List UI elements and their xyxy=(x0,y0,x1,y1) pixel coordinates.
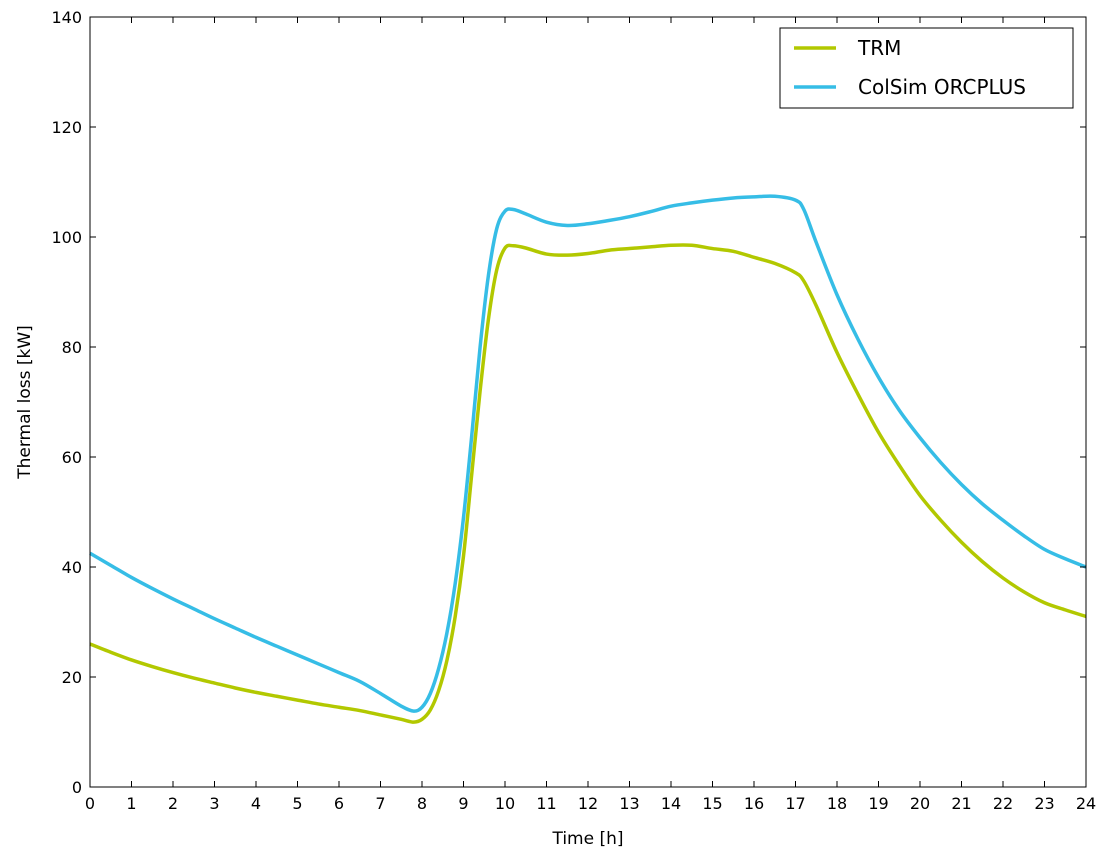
x-axis-label: Time [h] xyxy=(551,829,623,849)
legend-frame xyxy=(779,27,1074,109)
x-tick-label: 1 xyxy=(126,794,136,813)
x-tick-label: 16 xyxy=(744,794,764,813)
y-tick-label: 0 xyxy=(72,778,82,797)
x-tick-label: 22 xyxy=(993,794,1013,813)
x-tick-label: 19 xyxy=(868,794,888,813)
y-tick-label: 60 xyxy=(62,448,82,467)
x-tick-label: 3 xyxy=(209,794,219,813)
x-tick-label: 6 xyxy=(334,794,344,813)
y-axis-label: Thermal loss [kW] xyxy=(15,325,35,480)
tick-layer: 0 1 2 3 4 5 6 7 8 9 10 11 12 13 14 15 16 17 18 19 20 21 22 23 24… xyxy=(51,8,1096,813)
legend: TRM ColSim ORCPLUS xyxy=(779,27,1074,109)
x-tick-label: 4 xyxy=(251,794,261,813)
x-tick-label: 2 xyxy=(168,794,178,813)
x-tick-label: 24 xyxy=(1076,794,1096,813)
x-tick-label: 0 xyxy=(85,794,95,813)
legend-label-trm: TRM xyxy=(857,36,901,60)
y-tick-label: 20 xyxy=(62,668,82,687)
x-tick-label: 5 xyxy=(292,794,302,813)
x-tick-label: 15 xyxy=(702,794,722,813)
plot-background xyxy=(90,17,1086,787)
x-tick-label: 7 xyxy=(375,794,385,813)
y-tick-label: 100 xyxy=(51,228,82,247)
x-tick-label: 20 xyxy=(910,794,930,813)
x-tick-label: 11 xyxy=(536,794,556,813)
x-tick-label: 21 xyxy=(951,794,971,813)
series-layer xyxy=(89,194,1087,724)
x-tick-label: 10 xyxy=(495,794,515,813)
y-tick-label: 80 xyxy=(62,338,82,357)
y-tick-label: 140 xyxy=(51,8,82,27)
x-tick-label: 13 xyxy=(619,794,639,813)
x-tick-label: 8 xyxy=(417,794,427,813)
x-tick-label: 18 xyxy=(827,794,847,813)
x-tick-label: 9 xyxy=(458,794,468,813)
x-tick-label: 14 xyxy=(661,794,681,813)
y-tick-label: 40 xyxy=(62,558,82,577)
x-tick-label: 17 xyxy=(785,794,805,813)
x-tick-label: 12 xyxy=(578,794,598,813)
y-tick-label: 120 xyxy=(51,118,82,137)
legend-label-colsim-orcplus: ColSim ORCPLUS xyxy=(858,75,1026,99)
x-tick-label: 23 xyxy=(1034,794,1054,813)
series-line-colsim-orcplus xyxy=(89,194,1087,713)
series-line-trm xyxy=(89,243,1087,724)
